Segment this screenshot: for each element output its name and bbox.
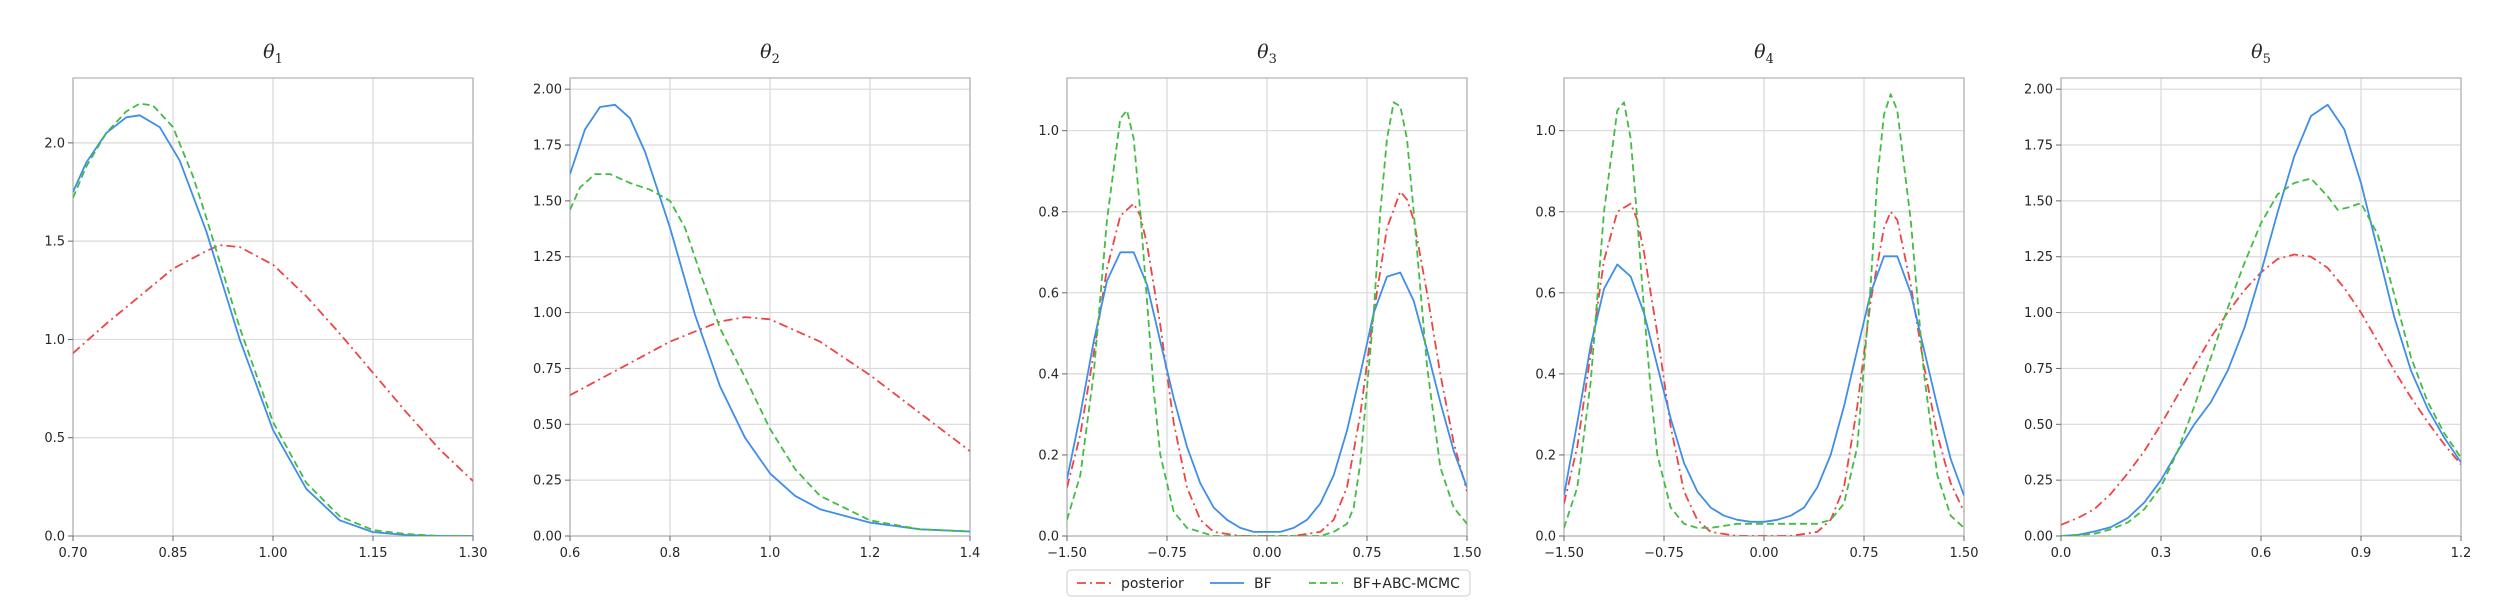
subplot-4: −1.50 −0.75 0.00 0.75 1.50 0.0 0.2 0.4 0.6 0.8 1.0… <box>1535 41 1978 561</box>
subplot-5: 0.0 0.3 0.6 0.9 1.2 0.00 0.25 0.50 0.75 1.00 1.25 1… <box>2024 41 2471 561</box>
x-tick-label: 0.85 <box>159 546 188 561</box>
legend-box <box>1066 569 1471 597</box>
series-line-posterior <box>1067 190 1467 536</box>
x-tick-label: 1.0 <box>760 546 781 561</box>
y-tick-label: 0.4 <box>1535 367 1556 382</box>
y-tick-label: 0.0 <box>1038 530 1059 545</box>
y-tick-label: 2.0 <box>44 136 65 151</box>
y-tick-label: 2.00 <box>533 83 562 98</box>
x-tick-label: 1.50 <box>1950 546 1979 561</box>
panel-title: θ1 <box>263 41 283 67</box>
panel-title: θ5 <box>2251 41 2271 67</box>
subplot-3: −1.50 −0.75 0.00 0.75 1.50 0.0 0.2 0.4 0.6 0.8 1.0… <box>1038 41 1481 561</box>
x-tick-label: 0.70 <box>59 546 88 561</box>
x-tick-label: 0.00 <box>1253 546 1282 561</box>
x-tick-label: 0.8 <box>660 546 681 561</box>
y-tick-label: 2.00 <box>2024 83 2053 98</box>
y-tick-label: 0.0 <box>44 530 65 545</box>
y-tick-label: 1.5 <box>44 235 65 250</box>
panel-title: θ3 <box>1257 41 1277 67</box>
series-line-bf <box>1564 255 1964 523</box>
x-tick-label: 0.00 <box>1750 546 1779 561</box>
y-tick-label: 1.0 <box>44 333 65 348</box>
y-tick-label: 1.25 <box>2024 250 2053 265</box>
x-tick-label: 1.30 <box>459 546 488 561</box>
panel-title: θ2 <box>760 41 780 67</box>
series-line-bf <box>2061 103 2461 536</box>
y-tick-label: 0.8 <box>1038 205 1059 220</box>
y-tick-label: 0.0 <box>1535 530 1556 545</box>
legend-label: posterior <box>1121 576 1184 592</box>
y-tick-label: 0.2 <box>1535 448 1556 463</box>
x-tick-label: 1.50 <box>1453 546 1482 561</box>
subplot-1: 0.70 0.85 1.00 1.15 1.30 0.0 0.5 1.0 1.5 2.0 θ1 <box>44 41 487 561</box>
series-group <box>2061 103 2461 536</box>
y-tick-label: 0.75 <box>2024 362 2053 377</box>
subplot-panels: 0.70 0.85 1.00 1.15 1.30 0.0 0.5 1.0 1.5 2.0 θ1 0.6… <box>44 41 2471 561</box>
x-tick-label: 1.00 <box>259 546 288 561</box>
y-tick-label: 0.6 <box>1535 286 1556 301</box>
y-tick-label: 0.8 <box>1535 205 1556 220</box>
x-tick-label: 0.3 <box>2151 546 2172 561</box>
panel-title: θ4 <box>1754 41 1774 67</box>
x-tick-label: 0.6 <box>2251 546 2272 561</box>
y-tick-label: 0.75 <box>533 362 562 377</box>
y-tick-label: 0.6 <box>1038 286 1059 301</box>
y-tick-label: 0.50 <box>2024 418 2053 433</box>
series-group <box>1067 101 1467 536</box>
legend-label: BF+ABC-MCMC <box>1353 576 1460 592</box>
series-group <box>1564 93 1964 536</box>
legend-label: BF <box>1254 576 1272 592</box>
x-tick-label: 0.9 <box>2351 546 2372 561</box>
y-tick-label: 1.75 <box>2024 139 2053 154</box>
x-tick-label: 0.75 <box>1353 546 1382 561</box>
x-tick-label: −1.50 <box>1544 546 1584 561</box>
x-tick-label: 1.2 <box>2451 546 2472 561</box>
y-tick-label: 0.50 <box>533 418 562 433</box>
y-tick-label: 0.25 <box>533 474 562 489</box>
x-tick-label: −0.75 <box>1644 546 1684 561</box>
series-line-posterior <box>570 316 970 452</box>
legend: posterior BF BF+ABC-MCMC <box>1066 569 1471 597</box>
y-tick-label: 1.50 <box>533 194 562 209</box>
series-line-bf-abc-mcmc <box>1564 93 1964 529</box>
subplot-2: 0.6 0.8 1.0 1.2 1.4 0.00 0.25 0.50 0.75 1.00 1.25 1… <box>533 41 980 561</box>
series-line-bf <box>1067 251 1467 533</box>
y-tick-label: 0.4 <box>1038 367 1059 382</box>
x-tick-label: 1.4 <box>960 546 981 561</box>
x-tick-label: −0.75 <box>1147 546 1187 561</box>
y-tick-label: 1.75 <box>533 139 562 154</box>
series-line-bf-abc-mcmc <box>2061 177 2461 536</box>
series-line-bf <box>570 103 970 533</box>
y-tick-label: 1.50 <box>2024 194 2053 209</box>
x-tick-label: 0.6 <box>560 546 581 561</box>
y-tick-label: 0.5 <box>44 431 65 446</box>
y-tick-label: 1.00 <box>2024 306 2053 321</box>
y-tick-label: 0.00 <box>2024 530 2053 545</box>
series-line-bf-abc-mcmc <box>1067 101 1467 536</box>
x-tick-label: −1.50 <box>1047 546 1087 561</box>
x-tick-label: 1.2 <box>860 546 881 561</box>
series-line-posterior <box>1564 202 1964 536</box>
x-tick-label: 0.0 <box>2051 546 2072 561</box>
y-tick-label: 1.0 <box>1535 124 1556 139</box>
y-tick-label: 1.00 <box>533 306 562 321</box>
series-line-bf-abc-mcmc <box>570 173 970 533</box>
series-group <box>570 103 970 533</box>
series-line-posterior <box>73 244 473 482</box>
series-line-bf <box>73 114 473 536</box>
series-line-bf-abc-mcmc <box>73 102 473 536</box>
y-tick-label: 0.25 <box>2024 474 2053 489</box>
x-tick-label: 1.15 <box>359 546 388 561</box>
y-tick-label: 0.2 <box>1038 448 1059 463</box>
y-tick-label: 1.25 <box>533 250 562 265</box>
series-group <box>73 102 473 536</box>
x-tick-label: 0.75 <box>1850 546 1879 561</box>
y-tick-label: 0.00 <box>533 530 562 545</box>
y-tick-label: 1.0 <box>1038 124 1059 139</box>
